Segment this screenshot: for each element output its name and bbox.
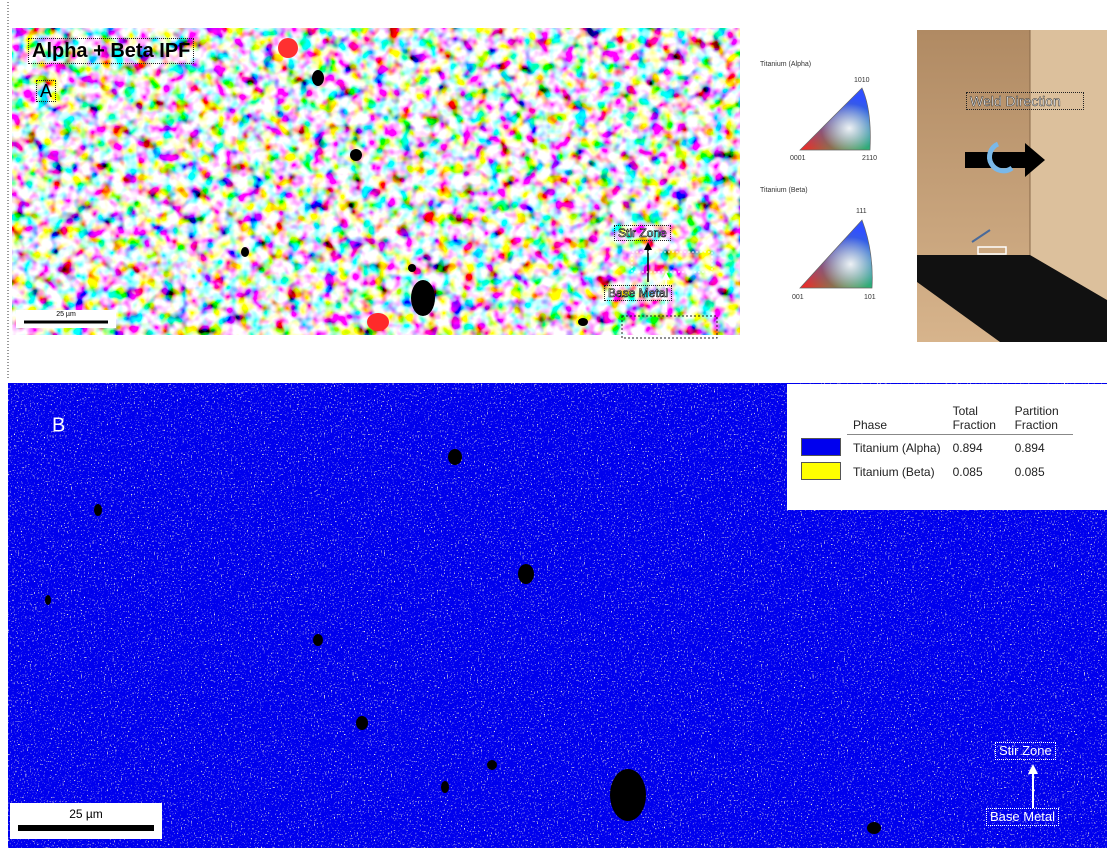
corner-label: 111 (856, 208, 867, 215)
ipf-triangle (799, 219, 873, 289)
header: Phase (847, 404, 947, 435)
phase-table: Phase Total Fraction Partition Fraction … (787, 384, 1107, 510)
total-fraction: 0.085 (952, 465, 983, 479)
arrow-head (1028, 764, 1038, 774)
panel-label: A (36, 80, 57, 102)
photo (917, 30, 1107, 342)
corner-label: 0001 (790, 155, 806, 162)
arrow-head (662, 272, 670, 280)
corner-label: 1010 (854, 77, 870, 84)
corner-label: 001 (792, 294, 804, 301)
phase: Titanium (Alpha) (853, 441, 941, 456)
grain (367, 313, 389, 331)
scale-bar-label: 25 µm (69, 807, 103, 821)
phase: Titanium (Beta) (853, 465, 935, 479)
base-metal-label: Base Metal (986, 808, 1060, 826)
label-box (631, 251, 713, 273)
pores (241, 70, 588, 326)
stir-zone-label: Stir Zone (614, 225, 671, 241)
arrow-head (644, 242, 652, 250)
partition-fraction: 0.894 (1014, 441, 1045, 456)
partition-fraction: 0.085 (1014, 465, 1045, 479)
panel-title: Alpha + Beta IPF (28, 38, 195, 64)
legend-title: Titanium (Beta) (760, 187, 808, 194)
grain (278, 38, 298, 58)
scale-bar-label: 25 µm (56, 311, 76, 318)
table: Phase Total Fraction Partition Fraction … (795, 404, 1073, 483)
swatch (801, 437, 841, 456)
corner-label: 101 (864, 294, 876, 301)
scale-bar-box (10, 803, 162, 839)
corner-label: 2110 (862, 155, 877, 162)
weld-direction-label: Weld Direction (966, 92, 1084, 110)
base-metal-label: Base Metal (604, 285, 673, 301)
panel-label: B (52, 414, 65, 436)
legend-title: Titanium (Alpha) (760, 61, 811, 68)
ipf-triangle (799, 87, 871, 151)
header: Partition Fraction (1008, 404, 1073, 435)
total-fraction: 0.894 (952, 441, 983, 456)
stir-zone-label: Stir Zone (995, 742, 1056, 760)
swatch (801, 461, 841, 480)
header: Total Fraction (946, 404, 1009, 435)
pores (45, 449, 881, 834)
ipf-map (12, 28, 740, 335)
label-box (621, 315, 718, 339)
